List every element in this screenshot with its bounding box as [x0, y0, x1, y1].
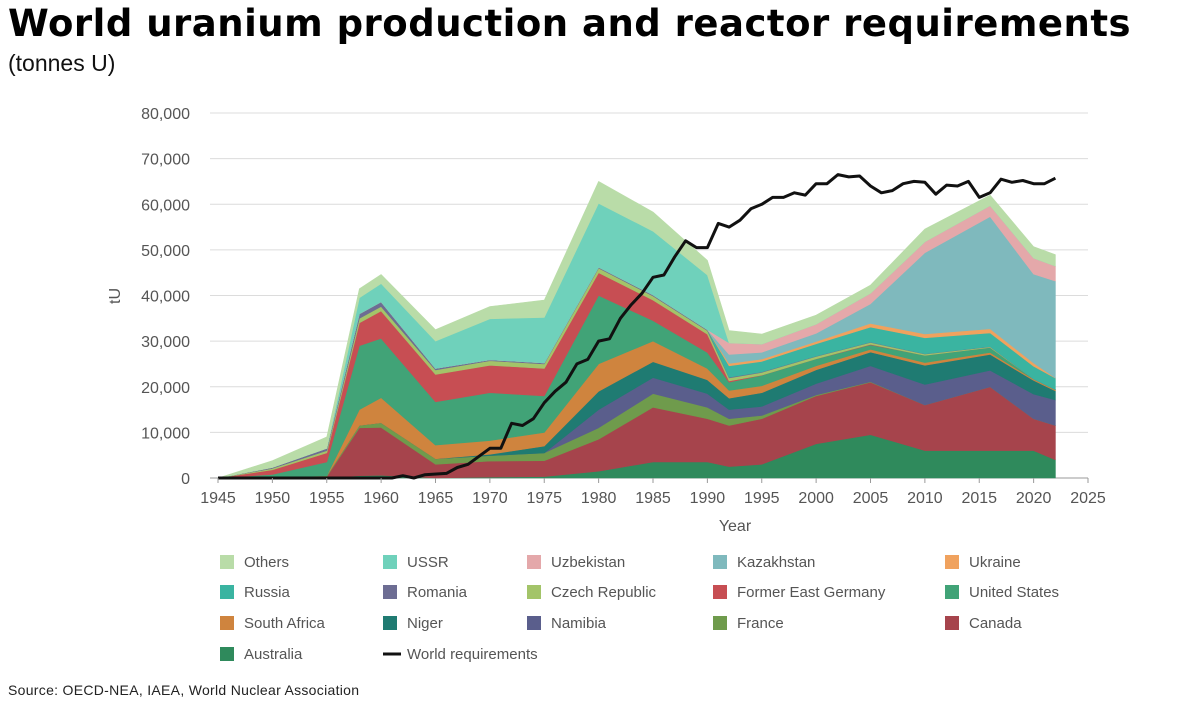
legend-swatch: [527, 555, 541, 569]
legend-item-united-states: United States: [945, 584, 1059, 601]
y-tick-label: 10,000: [141, 425, 190, 442]
legend-swatch: [383, 585, 397, 599]
legend-item-uzbekistan: Uzbekistan: [527, 554, 625, 571]
y-tick-label: 50,000: [141, 243, 190, 260]
x-tick-label: 1970: [472, 490, 508, 507]
legend-label: Kazakhstan: [737, 554, 815, 571]
x-tick-label: 1995: [744, 490, 780, 507]
x-tick-label: 1960: [363, 490, 399, 507]
x-tick-label: 1950: [255, 490, 291, 507]
legend-label: Former East Germany: [737, 584, 886, 601]
x-axis-title: Year: [719, 518, 752, 535]
legend-label: Romania: [407, 584, 468, 601]
legend-item-romania: Romania: [383, 584, 468, 601]
legend-label: Russia: [244, 584, 291, 601]
chart-subtitle: (tonnes U): [8, 50, 116, 76]
source-note: Source: OECD-NEA, IAEA, World Nuclear As…: [8, 682, 360, 698]
y-axis-title: tU: [107, 288, 124, 304]
legend-item-others: Others: [220, 554, 289, 571]
legend-label: Australia: [244, 646, 303, 663]
legend-item-niger: Niger: [383, 615, 443, 632]
legend-label: United States: [969, 584, 1059, 601]
legend-label: Niger: [407, 615, 443, 632]
x-tick-label: 2010: [907, 490, 943, 507]
legend-swatch: [945, 585, 959, 599]
x-tick-label: 2005: [853, 490, 889, 507]
legend-label: Uzbekistan: [551, 554, 625, 571]
legend-swatch: [527, 616, 541, 630]
area-others: [217, 181, 1056, 479]
legend-swatch: [713, 555, 727, 569]
y-tick-label: 80,000: [141, 106, 190, 123]
legend-label: World requirements: [407, 646, 538, 663]
legend-swatch: [713, 616, 727, 630]
x-tick-label: 1965: [418, 490, 454, 507]
y-axis-ticks: 0 10,000 20,000 30,000 40,000 50,000 60,000 70,…: [141, 106, 190, 488]
x-tick-label: 2000: [798, 490, 834, 507]
legend-item-australia: Australia: [220, 646, 303, 663]
x-tick-label: 1955: [309, 490, 345, 507]
y-tick-label: 30,000: [141, 334, 190, 351]
legend: Others USSR Uzbekistan Kazakhstan Ukraine Rus…: [220, 554, 1059, 663]
legend-swatch: [220, 555, 234, 569]
legend-swatch: [220, 647, 234, 661]
x-tick-label: 1945: [200, 490, 236, 507]
legend-item-world-requirements: World requirements: [383, 646, 538, 663]
legend-item-south-africa: South Africa: [220, 615, 326, 632]
legend-label: USSR: [407, 554, 449, 571]
x-axis-ticks: 1945 1950 1955 1960 1965 1970 1975 1980 1985 1990…: [200, 478, 1106, 507]
legend-item-ussr: USSR: [383, 554, 449, 571]
y-tick-label: 40,000: [141, 289, 190, 306]
legend-item-former-east-germany: Former East Germany: [713, 584, 886, 601]
legend-swatch: [383, 555, 397, 569]
stacked-areas: [217, 181, 1056, 479]
chart-title: World uranium production and reactor req…: [8, 2, 1132, 45]
line-world-requirements: [218, 173, 1057, 480]
requirements-line-group: [218, 173, 1057, 480]
x-tick-label: 1975: [526, 490, 562, 507]
x-tick-label: 1990: [690, 490, 726, 507]
legend-swatch: [220, 616, 234, 630]
y-tick-label: 0: [181, 471, 190, 488]
legend-swatch: [383, 616, 397, 630]
legend-label: South Africa: [244, 615, 326, 632]
x-tick-label: 1985: [635, 490, 671, 507]
legend-label: France: [737, 615, 784, 632]
legend-swatch: [220, 585, 234, 599]
legend-swatch: [945, 555, 959, 569]
legend-label: Others: [244, 554, 289, 571]
y-tick-label: 60,000: [141, 197, 190, 214]
x-tick-label: 2020: [1016, 490, 1052, 507]
legend-swatch: [713, 585, 727, 599]
legend-label: Ukraine: [969, 554, 1021, 571]
x-tick-label: 1980: [581, 490, 617, 507]
y-tick-label: 20,000: [141, 380, 190, 397]
y-tick-label: 70,000: [141, 152, 190, 169]
legend-label: Canada: [969, 615, 1022, 632]
legend-item-canada: Canada: [945, 615, 1022, 632]
legend-swatch: [945, 616, 959, 630]
legend-item-kazakhstan: Kazakhstan: [713, 554, 815, 571]
legend-item-czech-republic: Czech Republic: [527, 584, 657, 601]
x-tick-label: 2025: [1070, 490, 1106, 507]
x-tick-label: 2015: [961, 490, 997, 507]
uranium-production-chart: 0 10,000 20,000 30,000 40,000 50,000 60,000 70,…: [107, 106, 1106, 663]
legend-swatch: [527, 585, 541, 599]
legend-item-france: France: [713, 615, 784, 632]
legend-item-russia: Russia: [220, 584, 291, 601]
legend-label: Czech Republic: [551, 584, 657, 601]
legend-label: Namibia: [551, 615, 607, 632]
legend-item-namibia: Namibia: [527, 615, 607, 632]
legend-item-ukraine: Ukraine: [945, 554, 1021, 571]
